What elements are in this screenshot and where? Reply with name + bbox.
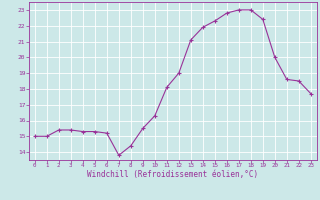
X-axis label: Windchill (Refroidissement éolien,°C): Windchill (Refroidissement éolien,°C) [87, 170, 258, 179]
